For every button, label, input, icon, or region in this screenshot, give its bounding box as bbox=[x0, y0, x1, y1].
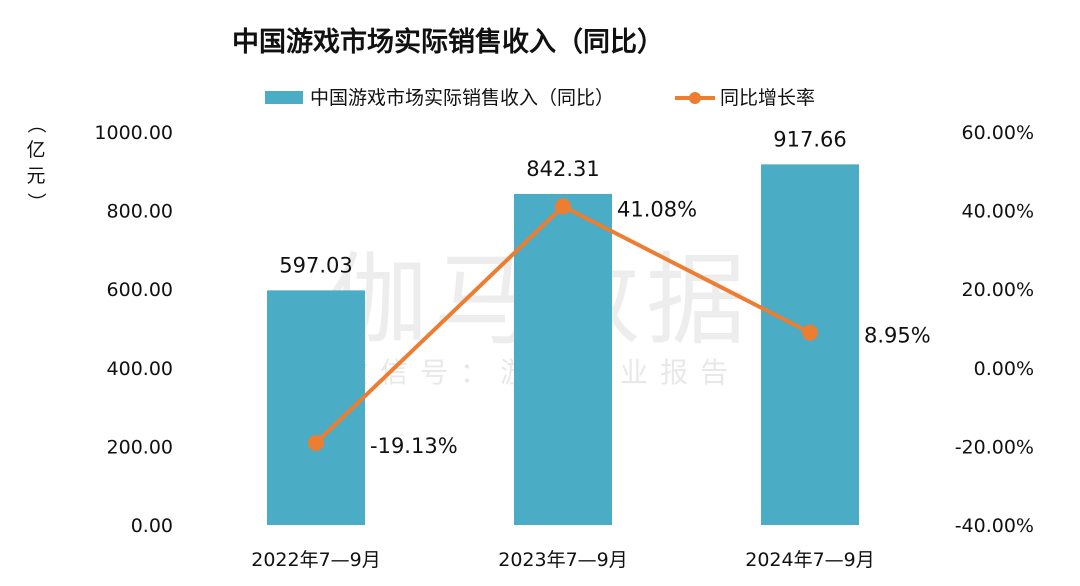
chart-title: 中国游戏市场实际销售收入（同比） bbox=[232, 26, 664, 58]
line-data-label: 8.95% bbox=[864, 324, 931, 348]
line-point bbox=[802, 324, 818, 341]
bar bbox=[514, 193, 612, 525]
y-left-axis: 0.00 200.00 400.00 600.00 800.00 1000.00 bbox=[94, 122, 173, 537]
legend-swatch-marker bbox=[689, 92, 701, 104]
y-left-tick-label: 400.00 bbox=[107, 358, 173, 380]
legend-label-line: 同比增长率 bbox=[720, 87, 815, 109]
line-point bbox=[555, 198, 571, 215]
y-left-tick-label: 800.00 bbox=[107, 201, 173, 223]
legend-swatch-bar bbox=[265, 91, 303, 104]
x-tick-label: 2022年7—9月 bbox=[251, 549, 381, 571]
line-series bbox=[308, 198, 818, 451]
bar-data-label: 917.66 bbox=[773, 127, 846, 151]
y-right-tick-label: 20.00% bbox=[962, 279, 1034, 301]
bar bbox=[761, 164, 859, 525]
x-tick-label: 2024年7—9月 bbox=[745, 549, 875, 571]
line-point bbox=[308, 434, 324, 451]
bar-series bbox=[267, 164, 859, 525]
legend: 中国游戏市场实际销售收入（同比） 同比增长率 bbox=[265, 87, 815, 109]
bar bbox=[267, 290, 365, 525]
bar-data-label: 597.03 bbox=[279, 253, 352, 277]
legend-label-bar: 中国游戏市场实际销售收入（同比） bbox=[310, 87, 614, 109]
y-right-tick-label: 60.00% bbox=[962, 122, 1034, 144]
y-left-tick-label: 200.00 bbox=[107, 436, 173, 458]
y-left-unit-char: （ bbox=[25, 114, 47, 133]
y-right-tick-label: 0.00% bbox=[974, 358, 1034, 380]
y-left-tick-label: 600.00 bbox=[107, 279, 173, 301]
line-data-label: -19.13% bbox=[370, 434, 458, 458]
y-left-unit-char: 亿 bbox=[26, 139, 45, 161]
y-left-tick-label: 0.00 bbox=[131, 515, 173, 537]
y-right-tick-label: -20.00% bbox=[955, 436, 1034, 458]
y-right-axis: -40.00% -20.00% 0.00% 20.00% 40.00% 60.00% bbox=[955, 122, 1034, 537]
y-left-tick-label: 1000.00 bbox=[94, 122, 173, 144]
x-tick-label: 2023年7—9月 bbox=[498, 549, 628, 571]
y-right-tick-label: -40.00% bbox=[955, 515, 1034, 537]
y-right-tick-label: 40.00% bbox=[962, 201, 1034, 223]
y-left-unit-char: 元 bbox=[26, 165, 45, 187]
line-data-labels: -19.13% 41.08% 8.95% bbox=[370, 197, 931, 458]
bar-data-labels: 597.03 842.31 917.66 bbox=[279, 127, 846, 277]
line-data-label: 41.08% bbox=[617, 197, 697, 221]
y-left-unit-label: （ 亿元 ） bbox=[25, 114, 47, 211]
x-axis: 2022年7—9月 2023年7—9月 2024年7—9月 bbox=[251, 549, 875, 571]
y-left-unit-char: ） bbox=[25, 192, 47, 211]
bar-data-label: 842.31 bbox=[526, 157, 599, 181]
